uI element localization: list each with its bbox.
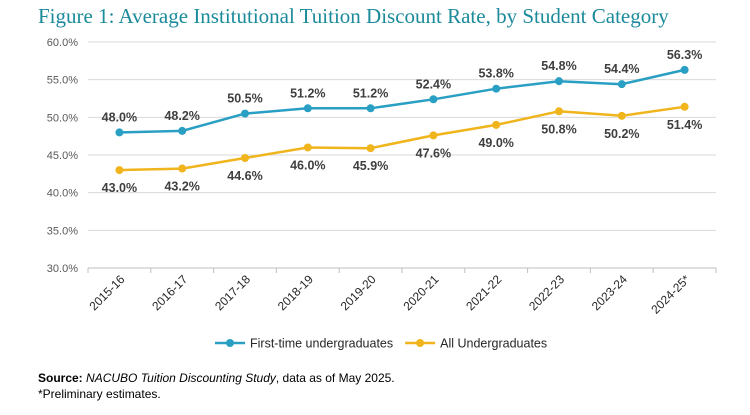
- y-tick-label: 45.0%: [47, 150, 78, 162]
- series-lines: [119, 68, 685, 172]
- legend: First-time undergraduates All Undergradua…: [215, 337, 547, 351]
- y-tick-label: 55.0%: [47, 75, 78, 87]
- data-label: 43.0%: [102, 181, 137, 195]
- source-study: NACUBO Tuition Discounting Study: [86, 371, 276, 385]
- data-point: [115, 166, 124, 175]
- y-tick-label: 60.0%: [47, 37, 78, 49]
- data-label: 52.4%: [416, 77, 451, 91]
- x-axis: [87, 267, 717, 273]
- x-tick-label: 2020-21: [400, 272, 441, 313]
- x-tick-label: 2015-16: [86, 272, 127, 313]
- data-label: 51.4%: [667, 118, 702, 132]
- data-label: 49.0%: [478, 136, 513, 150]
- data-point: [241, 154, 249, 163]
- source-label: Source:: [38, 371, 83, 385]
- data-labels: 48.0% 48.2% 50.5% 51.2% 51.2% 52.4% 53.8% 54.8%…: [102, 48, 703, 195]
- data-point: [617, 111, 626, 120]
- data-point: [680, 65, 689, 74]
- y-tick-label: 40.0%: [47, 188, 78, 200]
- data-point: [555, 107, 563, 116]
- data-label: 48.0%: [102, 110, 137, 124]
- x-tick-label: 2023-24: [589, 272, 630, 313]
- data-label: 51.2%: [353, 86, 388, 100]
- data-point: [555, 77, 563, 86]
- x-axis-tick-labels: 2015-16 2016-17 2017-18 2018-19 2019-20 2020-…: [86, 272, 692, 317]
- source-rest: , data as of May 2025.: [275, 371, 395, 385]
- x-tick-label: 2019-20: [338, 272, 379, 313]
- data-point: [429, 131, 438, 140]
- series-line: [119, 105, 685, 172]
- data-point: [178, 126, 187, 135]
- legend-label: First-time undergraduates: [250, 337, 393, 351]
- data-point: [492, 120, 501, 129]
- x-tick-label: 2021-22: [463, 272, 504, 313]
- data-point: [178, 164, 187, 173]
- x-tick-label: 2018-19: [275, 272, 316, 313]
- source-note: Source: NACUBO Tuition Discounting Study…: [38, 371, 395, 385]
- x-tick-label: 2022-23: [526, 272, 567, 313]
- data-point: [303, 143, 312, 152]
- line-chart: 30.0% 35.0% 40.0% 45.0% 50.0% 55.0% 60.0% 2015…: [47, 37, 717, 351]
- data-point: [429, 95, 438, 104]
- data-point: [366, 104, 375, 113]
- x-tick-label: 2017-18: [212, 272, 253, 313]
- x-tick-label: 2016-17: [149, 272, 190, 313]
- data-point: [617, 80, 626, 89]
- data-point: [366, 144, 375, 153]
- series-markers: [115, 65, 689, 175]
- legend-label: All Undergraduates: [440, 337, 547, 351]
- grid-lines: [88, 41, 716, 231]
- data-label: 54.8%: [541, 59, 576, 73]
- data-point: [303, 104, 312, 113]
- legend-swatch-marker: [416, 339, 425, 347]
- data-label: 47.6%: [416, 146, 451, 160]
- data-label: 45.9%: [353, 159, 388, 173]
- y-tick-label: 50.0%: [47, 112, 78, 124]
- data-label: 48.2%: [164, 109, 199, 123]
- data-point: [492, 84, 501, 93]
- data-point: [115, 128, 124, 137]
- data-label: 50.8%: [541, 122, 576, 136]
- data-label: 56.3%: [667, 48, 702, 62]
- data-label: 51.2%: [290, 86, 325, 100]
- data-label: 53.8%: [478, 67, 513, 81]
- data-label: 50.5%: [227, 92, 262, 106]
- data-label: 46.0%: [290, 158, 325, 172]
- chart-title: Figure 1: Average Institutional Tuition …: [38, 4, 669, 28]
- data-point: [680, 102, 689, 111]
- data-label: 44.6%: [227, 169, 262, 183]
- y-axis-tick-labels: 30.0% 35.0% 40.0% 45.0% 50.0% 55.0% 60.0%: [47, 37, 78, 275]
- preliminary-note: *Preliminary estimates.: [38, 387, 161, 401]
- data-label: 50.2%: [604, 127, 639, 141]
- y-tick-label: 30.0%: [47, 263, 78, 275]
- y-tick-label: 35.0%: [47, 225, 78, 237]
- data-point: [241, 109, 249, 118]
- x-tick-label: 2024-25*: [648, 272, 693, 317]
- data-label: 43.2%: [164, 180, 199, 194]
- series-line: [119, 68, 685, 134]
- legend-swatch-marker: [226, 339, 234, 347]
- data-label: 54.4%: [604, 62, 639, 76]
